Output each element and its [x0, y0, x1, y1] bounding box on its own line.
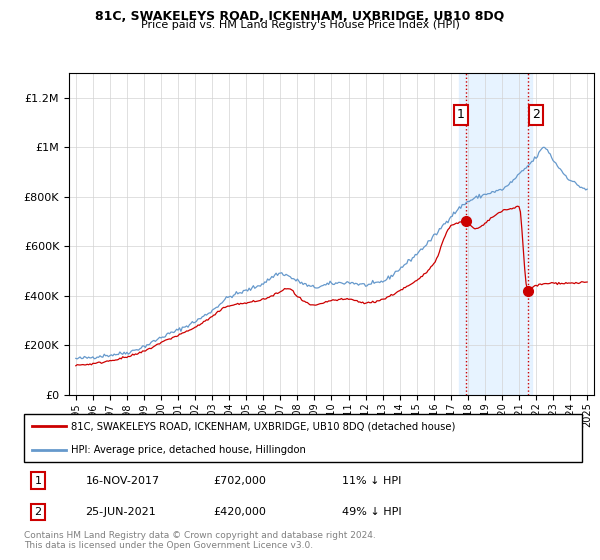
Text: 49% ↓ HPI: 49% ↓ HPI	[342, 507, 401, 517]
Text: £702,000: £702,000	[214, 475, 266, 486]
Text: £420,000: £420,000	[214, 507, 266, 517]
Text: 25-JUN-2021: 25-JUN-2021	[85, 507, 156, 517]
Text: Price paid vs. HM Land Registry's House Price Index (HPI): Price paid vs. HM Land Registry's House …	[140, 20, 460, 30]
Text: 1: 1	[34, 475, 41, 486]
Text: 81C, SWAKELEYS ROAD, ICKENHAM, UXBRIDGE, UB10 8DQ (detached house): 81C, SWAKELEYS ROAD, ICKENHAM, UXBRIDGE,…	[71, 421, 456, 431]
Text: 1: 1	[457, 109, 464, 122]
Text: 16-NOV-2017: 16-NOV-2017	[85, 475, 160, 486]
Bar	[460, 73, 532, 395]
Text: HPI: Average price, detached house, Hillingdon: HPI: Average price, detached house, Hill…	[71, 445, 307, 455]
FancyBboxPatch shape	[24, 414, 582, 462]
Text: 2: 2	[532, 109, 540, 122]
Text: Contains HM Land Registry data © Crown copyright and database right 2024.
This d: Contains HM Land Registry data © Crown c…	[24, 531, 376, 550]
Text: 11% ↓ HPI: 11% ↓ HPI	[342, 475, 401, 486]
Text: 81C, SWAKELEYS ROAD, ICKENHAM, UXBRIDGE, UB10 8DQ: 81C, SWAKELEYS ROAD, ICKENHAM, UXBRIDGE,…	[95, 10, 505, 23]
Text: 2: 2	[34, 507, 41, 517]
